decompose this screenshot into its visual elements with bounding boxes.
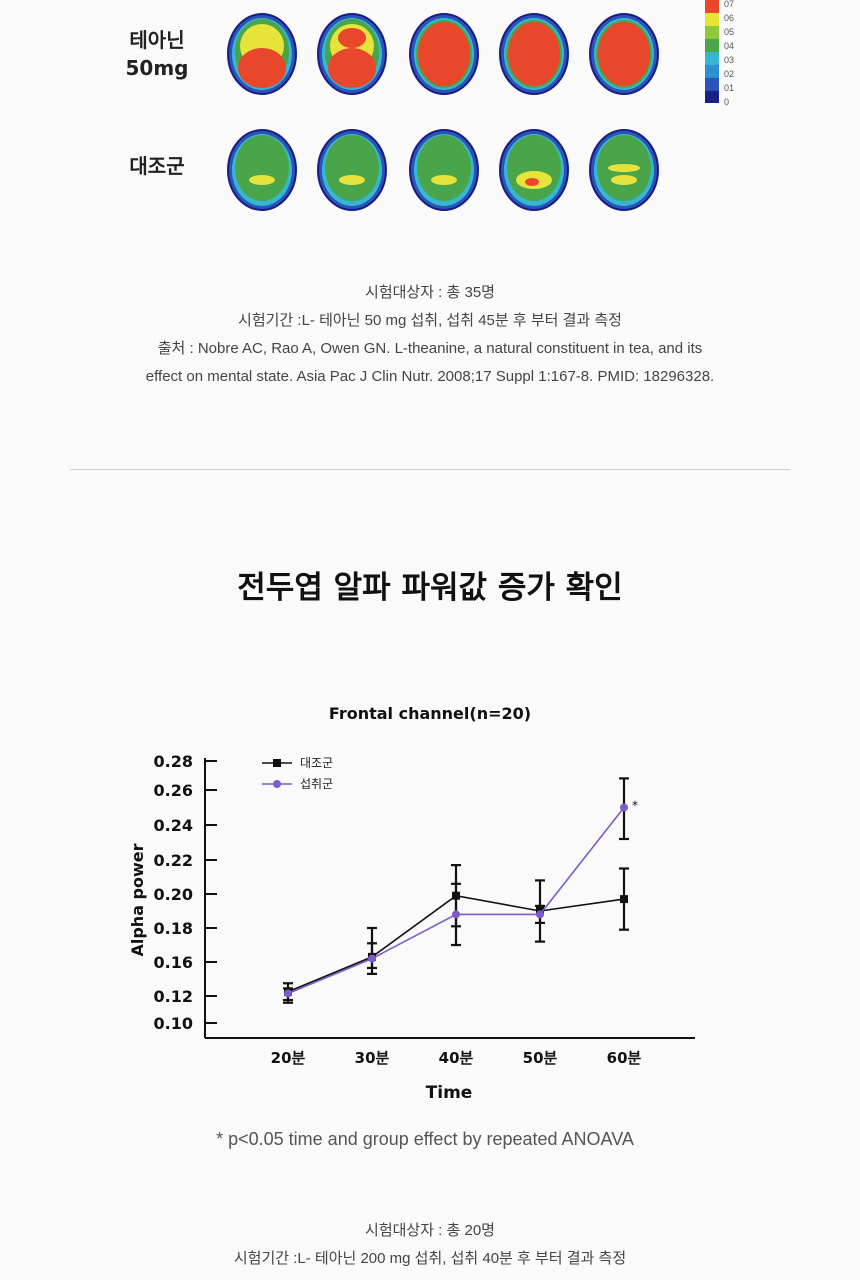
row-label-control-line1: 대조군 bbox=[129, 154, 185, 178]
y-tick-label: 0.16 bbox=[154, 953, 193, 972]
data-point bbox=[368, 954, 376, 963]
data-point bbox=[452, 910, 460, 919]
caption-2-line1: 시험대상자 : 총 20명 bbox=[365, 1222, 495, 1239]
brain-map-theanine-5 bbox=[589, 13, 659, 95]
legend-marker bbox=[273, 759, 281, 767]
caption-2: 시험대상자 : 총 20명 시험기간 :L- 테아닌 200 mg 섭취, 섭취… bbox=[0, 1217, 860, 1273]
data-point bbox=[536, 910, 544, 919]
scale-tick-label: 05 bbox=[724, 27, 734, 37]
brain-map-theanine-1 bbox=[227, 13, 297, 95]
legend-label: 섭취군 bbox=[300, 777, 333, 791]
brain-map-theanine-4 bbox=[499, 13, 569, 95]
scale-tick-label: 0 bbox=[724, 97, 729, 107]
y-tick-label: 0.12 bbox=[154, 987, 193, 1006]
chart-title: Frontal channel(n=20) bbox=[329, 704, 531, 723]
caption-1: 시험대상자 : 총 35명 시험기간 :L- 테아닌 50 mg 섭취, 섭취 … bbox=[0, 279, 860, 391]
brain-map-control-4 bbox=[499, 129, 569, 211]
series-treatment bbox=[283, 777, 629, 1002]
section-title: 전두엽 알파 파워값 증가 확인 bbox=[237, 570, 623, 606]
caption-1-line2: 시험기간 :L- 테아닌 50 mg 섭취, 섭취 45분 후 부터 결과 측정 bbox=[238, 312, 622, 329]
brain-map-control-3 bbox=[409, 129, 479, 211]
y-tick-label: 0.18 bbox=[154, 919, 193, 938]
caption-1-line3: 출처 : Nobre AC, Rao A, Owen GN. L-theanin… bbox=[157, 340, 703, 357]
scale-tick-label: 06 bbox=[724, 13, 734, 23]
y-tick-label: 0.22 bbox=[154, 851, 193, 870]
scale-tick-label: 07 bbox=[724, 0, 734, 9]
brain-maps: 07 06 05 04 03 02 01 0 bbox=[227, 0, 734, 211]
row-label-theanine: 테아닌 50mg bbox=[118, 26, 196, 82]
row-label-theanine-line1: 테아닌 bbox=[129, 28, 185, 52]
x-tick-label: 60분 bbox=[607, 1049, 642, 1067]
alpha-power-chart: Frontal channel(n=20) 0.10 0.12 0.16 0.18 0.2… bbox=[128, 704, 695, 1149]
chart-footnote: * p<0.05 time and group effect by repeat… bbox=[216, 1129, 634, 1149]
scale-tick-label: 03 bbox=[724, 55, 734, 65]
section-divider bbox=[70, 469, 790, 470]
y-tick-label: 0.10 bbox=[154, 1014, 193, 1033]
significance-marker: * bbox=[632, 799, 638, 813]
y-tick-label: 0.26 bbox=[154, 781, 193, 800]
x-axis-label: Time bbox=[426, 1083, 473, 1103]
scale-tick-label: 02 bbox=[724, 69, 734, 79]
brain-map-control-1 bbox=[227, 129, 297, 211]
brain-map-control-5 bbox=[589, 129, 659, 211]
data-point bbox=[620, 803, 628, 812]
brain-map-theanine-3 bbox=[409, 13, 479, 95]
x-tick-label: 50분 bbox=[523, 1049, 558, 1067]
caption-1-line1: 시험대상자 : 총 35명 bbox=[365, 284, 495, 301]
brain-map-theanine-2 bbox=[317, 13, 387, 95]
color-scale bbox=[705, 0, 719, 103]
scale-tick-label: 04 bbox=[724, 41, 734, 51]
row-label-control: 대조군 bbox=[118, 152, 196, 180]
caption-2-line2: 시험기간 :L- 테아닌 200 mg 섭취, 섭취 40분 후 부터 결과 측… bbox=[233, 1250, 627, 1267]
y-tick-label: 0.20 bbox=[154, 885, 193, 904]
legend-marker bbox=[273, 780, 281, 788]
x-tick-label: 20분 bbox=[271, 1049, 306, 1067]
scale-tick-label: 01 bbox=[724, 83, 734, 93]
brain-map-control-2 bbox=[317, 129, 387, 211]
x-tick-label: 30분 bbox=[355, 1049, 390, 1067]
data-point bbox=[284, 989, 292, 998]
data-point bbox=[620, 895, 628, 904]
row-label-theanine-line2: 50mg bbox=[125, 56, 189, 80]
y-tick-label: 0.24 bbox=[154, 816, 193, 835]
caption-1-line4: effect on mental state. Asia Pac J Clin … bbox=[145, 368, 715, 385]
y-tick-label: 0.28 bbox=[154, 752, 193, 771]
y-axis-label: Alpha power bbox=[128, 843, 147, 956]
x-tick-label: 40분 bbox=[439, 1049, 474, 1067]
legend-label: 대조군 bbox=[300, 756, 333, 770]
